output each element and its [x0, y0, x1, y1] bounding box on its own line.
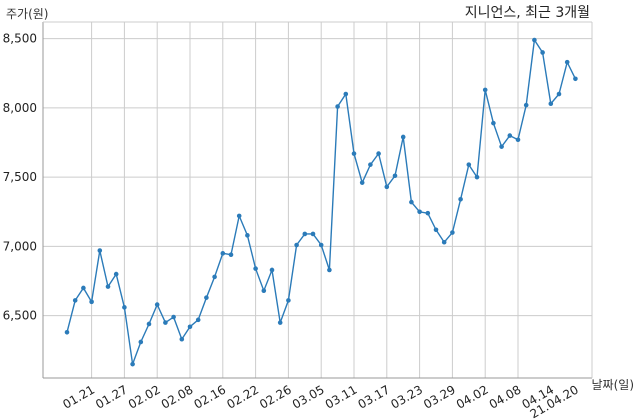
x-tick-label: 04.08 — [487, 382, 524, 411]
x-tick-label: 01.21 — [60, 382, 97, 411]
data-point — [548, 101, 554, 107]
data-point — [245, 233, 250, 238]
data-point — [269, 267, 275, 273]
data-point — [466, 162, 472, 167]
x-tick-label: 02.26 — [257, 382, 294, 411]
data-point — [335, 104, 340, 109]
y-tick-label: 8,500 — [3, 32, 37, 46]
data-point — [384, 184, 390, 190]
data-point — [89, 299, 94, 305]
data-point — [81, 285, 86, 291]
data-point — [376, 151, 381, 156]
data-point — [187, 324, 193, 330]
data-point — [433, 227, 439, 233]
data-point — [540, 50, 545, 55]
data-point — [458, 197, 463, 202]
x-tick-labels: 01.2101.2702.0202.0802.1602.2202.2603.05… — [60, 382, 581, 419]
data-point — [556, 91, 562, 97]
data-point — [417, 209, 422, 215]
data-point — [294, 242, 299, 248]
data-point — [253, 266, 258, 271]
data-point — [507, 133, 513, 138]
data-point — [368, 162, 373, 167]
data-point — [482, 87, 488, 93]
data-point — [532, 37, 537, 43]
data-point — [351, 151, 357, 156]
data-point — [400, 134, 406, 140]
y-tick-label: 7,000 — [3, 239, 37, 253]
x-tick-label: 03.29 — [421, 382, 458, 411]
data-point — [97, 248, 103, 253]
x-tick-label: 03.05 — [290, 382, 327, 411]
data-point — [154, 302, 160, 307]
data-point — [64, 329, 70, 335]
data-point — [204, 295, 209, 300]
data-point — [163, 320, 168, 325]
data-point — [277, 320, 283, 325]
x-tick-label: 03.23 — [388, 382, 425, 411]
x-tick-label: 01.27 — [93, 382, 130, 411]
data-point — [318, 242, 324, 248]
x-tick-label: 04.02 — [454, 382, 491, 411]
data-point — [474, 174, 480, 180]
y-tick-labels: 6,500 7,000 7,500 8,000 8,500 — [3, 32, 37, 323]
data-point — [515, 137, 521, 143]
data-point — [228, 252, 234, 258]
x-tick-label: 02.08 — [159, 382, 196, 411]
data-point — [564, 59, 570, 65]
price-points — [64, 37, 578, 367]
data-point — [359, 180, 365, 185]
data-point — [72, 298, 78, 303]
y-tick-label: 8,000 — [3, 101, 37, 115]
data-point — [302, 231, 308, 237]
data-point — [236, 213, 242, 219]
data-point — [220, 251, 226, 256]
data-point — [179, 336, 185, 342]
data-point — [171, 314, 176, 320]
axes — [42, 21, 593, 379]
x-tick-label: 03.17 — [356, 382, 393, 411]
data-point — [343, 91, 349, 97]
data-point — [491, 120, 496, 126]
data-point — [113, 271, 119, 277]
data-point — [212, 274, 217, 280]
data-point — [523, 102, 529, 108]
data-point — [441, 239, 447, 245]
data-point — [138, 339, 144, 345]
data-point — [450, 230, 455, 235]
x-tick-label: 02.16 — [192, 382, 229, 411]
y-axis-label: 주가(원) — [6, 7, 48, 21]
data-point — [310, 231, 316, 237]
data-point — [261, 288, 267, 294]
grid — [43, 22, 592, 378]
data-point — [122, 305, 127, 310]
data-point — [195, 317, 201, 323]
chart-title: 지니언스, 최근 3개월 — [465, 5, 590, 21]
x-tick-label: 02.22 — [224, 382, 261, 411]
x-tick-label: 03.11 — [323, 382, 360, 411]
x-tick-label: 02.02 — [126, 382, 163, 411]
data-point — [573, 76, 578, 82]
y-tick-label: 6,500 — [3, 309, 37, 323]
data-point — [130, 361, 135, 367]
data-point — [499, 144, 504, 149]
data-point — [286, 298, 291, 303]
data-point — [425, 210, 431, 216]
data-point — [409, 199, 414, 205]
data-point — [327, 267, 332, 273]
data-point — [105, 284, 111, 289]
x-axis-label: 날짜(일) — [592, 378, 634, 392]
data-point — [392, 173, 398, 179]
y-tick-label: 7,500 — [3, 170, 37, 184]
data-point — [146, 321, 152, 327]
